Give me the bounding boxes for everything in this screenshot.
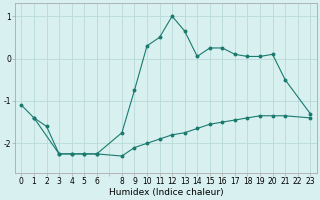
- X-axis label: Humidex (Indice chaleur): Humidex (Indice chaleur): [108, 188, 223, 197]
